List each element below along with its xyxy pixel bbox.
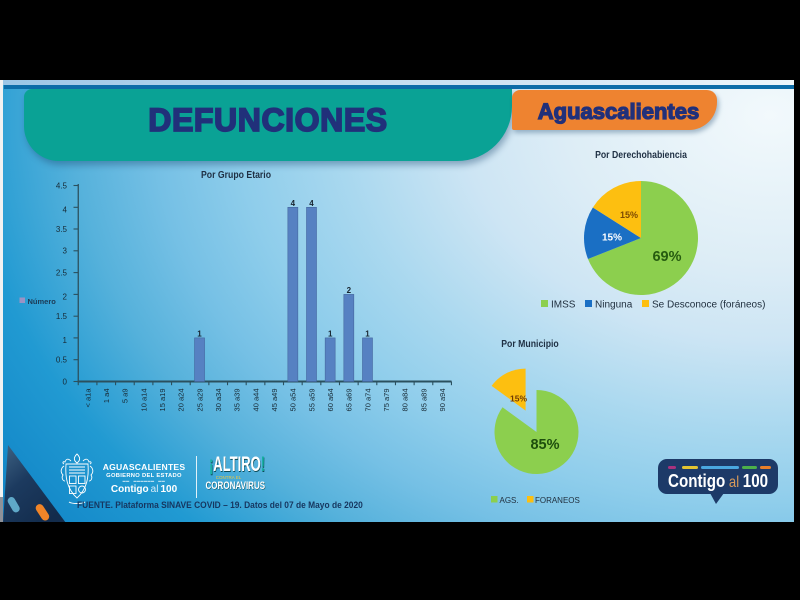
svg-text:25 a29: 25 a29: [195, 389, 204, 412]
svg-text:1 a4: 1 a4: [102, 389, 111, 404]
svg-text:15 a19: 15 a19: [158, 389, 167, 412]
svg-text:70 a74: 70 a74: [363, 389, 372, 412]
svg-text:85 a89: 85 a89: [419, 389, 428, 412]
svg-text:65 a69: 65 a69: [345, 389, 354, 412]
svg-text:4: 4: [63, 205, 68, 214]
svg-text:3.5: 3.5: [56, 225, 68, 234]
svg-text:50 a54: 50 a54: [289, 389, 298, 412]
svg-text:55 a59: 55 a59: [307, 389, 316, 412]
svg-text:Se Desconoce (foráneos): Se Desconoce (foráneos): [652, 300, 765, 311]
svg-text:30 a34: 30 a34: [214, 389, 223, 412]
svg-text:IMSS: IMSS: [551, 300, 576, 311]
svg-text:< a1a: < a1a: [83, 388, 92, 408]
svg-text:Número: Número: [28, 297, 57, 306]
svg-text:4: 4: [309, 199, 314, 208]
svg-text:80 a84: 80 a84: [401, 389, 410, 412]
svg-text:60 a64: 60 a64: [326, 389, 335, 412]
svg-text:40 a44: 40 a44: [251, 389, 260, 412]
svg-text:0.5: 0.5: [56, 356, 68, 365]
svg-text:FORANEOS: FORANEOS: [535, 494, 580, 504]
svg-text:5 a9: 5 a9: [121, 389, 130, 404]
svg-text:2: 2: [63, 292, 68, 301]
svg-text:1: 1: [328, 330, 333, 339]
svg-text:AGS.: AGS.: [500, 494, 519, 504]
svg-text:15%: 15%: [510, 394, 527, 404]
svg-text:Ninguna: Ninguna: [595, 300, 633, 311]
svg-text:90 a94: 90 a94: [438, 389, 447, 412]
svg-text:1: 1: [63, 336, 68, 345]
svg-text:35 a39: 35 a39: [233, 389, 242, 412]
svg-text:0: 0: [63, 377, 68, 386]
svg-text:15%: 15%: [620, 210, 638, 220]
svg-text:2: 2: [347, 286, 352, 295]
svg-text:3: 3: [63, 247, 68, 256]
svg-text:69%: 69%: [652, 249, 681, 265]
svg-text:1: 1: [365, 330, 370, 339]
svg-text:15%: 15%: [602, 233, 622, 244]
svg-text:85%: 85%: [530, 437, 559, 453]
svg-text:1.5: 1.5: [56, 312, 68, 321]
svg-text:4.5: 4.5: [56, 181, 68, 190]
svg-text:45 a49: 45 a49: [270, 389, 279, 412]
svg-text:20 a24: 20 a24: [177, 389, 186, 412]
svg-text:Contigo al 100: Contigo al 100: [668, 471, 768, 492]
svg-text:1: 1: [197, 330, 202, 339]
svg-text:4: 4: [291, 199, 296, 208]
svg-text:2.5: 2.5: [56, 268, 68, 277]
svg-text:75 a79: 75 a79: [382, 389, 391, 412]
svg-text:10 a14: 10 a14: [139, 389, 148, 412]
